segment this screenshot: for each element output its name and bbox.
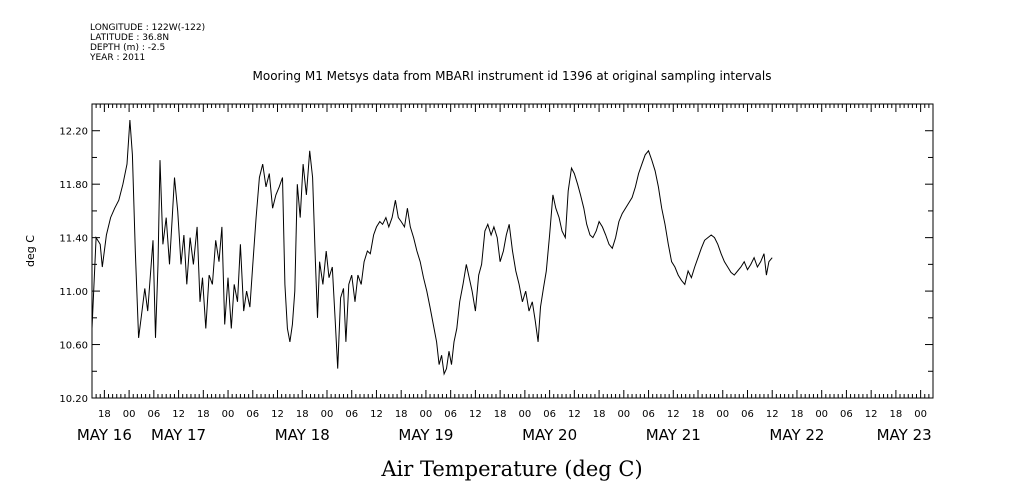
x-hour-label: 12 <box>568 409 581 420</box>
longitude-label: LONGITUDE : 122W(-122) <box>90 23 205 33</box>
x-hour-label: 00 <box>123 409 136 420</box>
x-day-label: MAY 19 <box>398 426 453 444</box>
x-hour-label: 00 <box>222 409 235 420</box>
y-tick-label: 11.40 <box>59 234 88 245</box>
x-hour-label: 18 <box>395 409 408 420</box>
y-tick-label: 11.00 <box>59 287 88 298</box>
x-day-label: MAY 21 <box>646 426 701 444</box>
x-hour-label: 18 <box>791 409 804 420</box>
y-tick-label: 10.60 <box>59 341 88 352</box>
x-hour-label: 12 <box>865 409 878 420</box>
x-day-label: MAY 20 <box>522 426 577 444</box>
header-info: LONGITUDE : 122W(-122) LATITUDE : 36.8N … <box>89 23 205 63</box>
x-hour-label: 12 <box>667 409 680 420</box>
year-label: YEAR : 2011 <box>89 53 145 63</box>
x-day-label: MAY 23 <box>877 426 932 444</box>
x-axis-label: Air Temperature (deg C) <box>380 457 642 481</box>
x-hour-label: 18 <box>98 409 111 420</box>
y-tick-label: 12.20 <box>59 127 88 138</box>
x-hour-label: 00 <box>420 409 433 420</box>
x-hour-label: 06 <box>345 409 358 420</box>
x-hour-label: 06 <box>246 409 259 420</box>
depth-label: DEPTH (m) : -2.5 <box>90 43 165 53</box>
x-hour-label: 06 <box>840 409 853 420</box>
latitude-label: LATITUDE : 36.8N <box>90 33 169 43</box>
x-hour-label: 00 <box>617 409 630 420</box>
x-hour-label: 06 <box>543 409 556 420</box>
x-hour-label: 12 <box>766 409 779 420</box>
x-hour-label: 12 <box>469 409 482 420</box>
x-hour-label: 12 <box>172 409 185 420</box>
y-tick-label: 10.20 <box>59 394 88 405</box>
x-hour-label: 18 <box>593 409 606 420</box>
x-hour-label: 00 <box>815 409 828 420</box>
chart-title: Mooring M1 Metsys data from MBARI instru… <box>253 69 772 83</box>
x-hour-label: 00 <box>914 409 927 420</box>
x-hour-label: 12 <box>370 409 383 420</box>
x-hour-label: 06 <box>444 409 457 420</box>
x-hour-label: 06 <box>741 409 754 420</box>
x-hour-label: 00 <box>321 409 334 420</box>
x-hour-label: 06 <box>147 409 160 420</box>
x-hour-label: 18 <box>890 409 903 420</box>
series-line <box>91 119 773 376</box>
x-hour-label: 12 <box>271 409 284 420</box>
x-hour-label: 06 <box>642 409 655 420</box>
x-day-label: MAY 22 <box>769 426 824 444</box>
x-day-label: MAY 18 <box>275 426 330 444</box>
x-hour-label: 18 <box>494 409 507 420</box>
y-axis-label: deg C <box>24 235 37 267</box>
x-hour-label: 18 <box>296 409 309 420</box>
x-day-label: MAY 16 <box>77 426 132 444</box>
x-hour-label: 18 <box>197 409 210 420</box>
x-hour-label: 00 <box>716 409 729 420</box>
axes: 10.20 10.60 11.00 11.40 11.80 12.20 18 00 06 12 18… <box>59 104 934 444</box>
x-hour-label: 18 <box>692 409 705 420</box>
x-day-label: MAY 17 <box>151 426 206 444</box>
y-tick-label: 11.80 <box>59 180 88 191</box>
x-hour-label: 00 <box>519 409 532 420</box>
